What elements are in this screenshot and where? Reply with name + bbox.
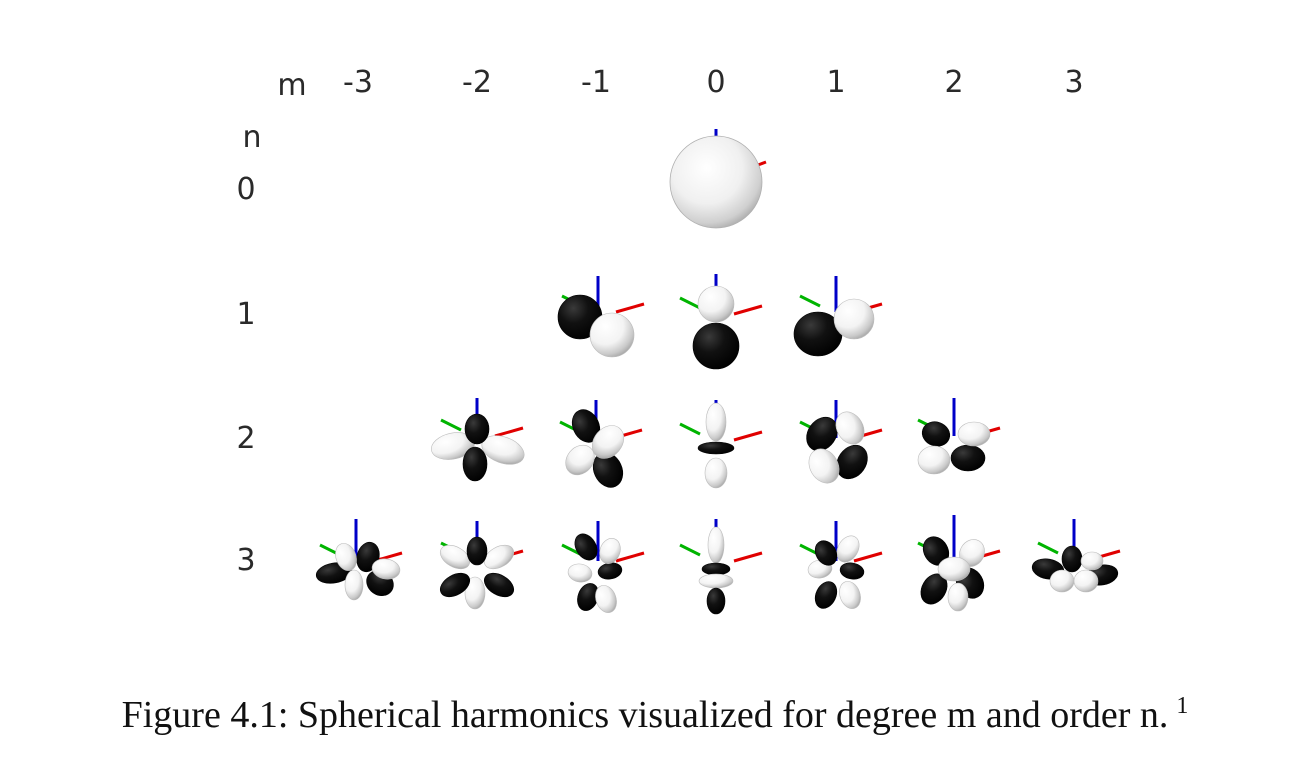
negative-lobe — [1061, 545, 1083, 573]
positive-lobe — [371, 558, 401, 580]
negative-lobe — [814, 581, 838, 609]
x-axis-line — [853, 551, 883, 563]
harmonic-n1-mminus1 — [557, 276, 645, 358]
harmonic-n3-m1 — [799, 521, 883, 609]
positive-lobe — [595, 585, 617, 613]
positive-lobe — [464, 576, 486, 610]
negative-lobe — [706, 587, 726, 615]
n-axis-label: n — [242, 120, 262, 155]
negative-lobe — [466, 536, 488, 566]
x-axis-line — [757, 160, 767, 167]
negative-lobe — [462, 446, 488, 482]
harmonic-n0-m0 — [669, 129, 767, 229]
positive-lobe — [704, 457, 728, 489]
harmonic-n3-mminus3 — [315, 519, 403, 601]
x-axis-line — [494, 426, 524, 438]
positive-lobe — [591, 425, 625, 459]
negative-lobe — [483, 572, 515, 598]
harmonic-n3-mminus2 — [439, 521, 524, 610]
m-axis-label: m — [277, 68, 307, 103]
sphere-lobe — [669, 135, 763, 229]
positive-lobe — [599, 538, 621, 564]
figure-caption: Figure 4.1: Spherical harmonics visualiz… — [20, 693, 1290, 737]
positive-lobe — [947, 582, 969, 612]
harmonic-n3-m2 — [917, 515, 1001, 612]
m-label-2: 2 — [944, 65, 964, 100]
positive-lobe — [957, 421, 991, 447]
positive-lobe — [697, 285, 735, 323]
negative-lobe — [806, 416, 838, 452]
harmonic-n2-mminus2 — [431, 398, 525, 482]
positive-lobe — [567, 563, 593, 583]
negative-lobe — [836, 444, 868, 480]
m-label-1: 1 — [826, 65, 846, 100]
negative-lobe — [692, 322, 740, 370]
positive-lobe — [565, 444, 595, 476]
negative-lobe — [814, 540, 838, 566]
positive-lobe — [917, 445, 951, 475]
harmonic-n1-m0 — [679, 274, 763, 370]
positive-lobe — [698, 573, 734, 589]
harmonics-grid — [315, 129, 1121, 615]
x-axis-line — [615, 551, 645, 563]
spherical-harmonics-figure: m n -3 -2 -1 0 1 2 3 0 1 2 3 — [122, 65, 1189, 736]
caption-text: Figure 4.1: Spherical harmonics visualiz… — [121, 694, 1169, 736]
m-label-minus-3: -3 — [343, 65, 373, 100]
negative-lobe — [697, 441, 735, 455]
positive-lobe — [483, 544, 515, 570]
negative-lobe — [921, 421, 951, 447]
negative-lobe — [950, 444, 986, 472]
positive-lobe — [335, 543, 357, 571]
positive-lobe — [808, 448, 840, 484]
m-label-minus-2: -2 — [462, 65, 492, 100]
y-axis-line — [679, 422, 701, 436]
y-axis-line — [440, 418, 462, 432]
y-axis-line — [799, 294, 821, 308]
m-label-0: 0 — [706, 65, 726, 100]
positive-lobe — [835, 411, 865, 445]
m-label-minus-1: -1 — [581, 65, 611, 100]
positive-lobe — [1073, 569, 1099, 593]
positive-lobe — [344, 569, 364, 601]
positive-lobe — [839, 581, 861, 609]
negative-lobe — [574, 533, 598, 561]
harmonic-n2-m1 — [799, 400, 883, 484]
positive-lobe — [707, 526, 725, 564]
positive-lobe — [1080, 551, 1104, 571]
positive-lobe — [833, 298, 875, 340]
negative-lobe — [597, 562, 623, 580]
x-axis-line — [733, 551, 763, 563]
n-label-0: 0 — [236, 172, 256, 207]
negative-lobe — [701, 562, 731, 576]
positive-lobe — [705, 402, 727, 442]
harmonic-n2-m0 — [679, 400, 763, 489]
positive-lobe — [937, 556, 971, 582]
caption-footnote-mark: 1 — [1176, 693, 1189, 720]
y-axis-line — [679, 543, 701, 557]
harmonic-n3-m3 — [1031, 519, 1121, 593]
negative-lobe — [464, 413, 490, 445]
positive-lobe — [836, 535, 860, 563]
harmonic-n1-m1 — [793, 276, 883, 357]
positive-lobe — [589, 312, 635, 358]
positive-lobe — [439, 544, 471, 570]
y-axis-line — [1037, 541, 1059, 555]
x-axis-line — [615, 302, 645, 314]
n-label-3: 3 — [236, 543, 256, 578]
harmonic-n2-m2 — [917, 398, 1001, 475]
harmonic-n3-mminus1 — [561, 521, 645, 613]
positive-lobe — [1049, 569, 1075, 593]
negative-lobe — [439, 572, 471, 598]
harmonic-n3-m0 — [679, 519, 763, 615]
n-label-2: 2 — [236, 421, 256, 456]
harmonic-n2-mminus1 — [559, 400, 643, 488]
x-axis-line — [733, 304, 763, 316]
n-label-1: 1 — [236, 297, 256, 332]
m-label-3: 3 — [1064, 65, 1084, 100]
y-axis-line — [679, 296, 701, 310]
x-axis-line — [733, 430, 763, 442]
negative-lobe — [839, 562, 865, 580]
